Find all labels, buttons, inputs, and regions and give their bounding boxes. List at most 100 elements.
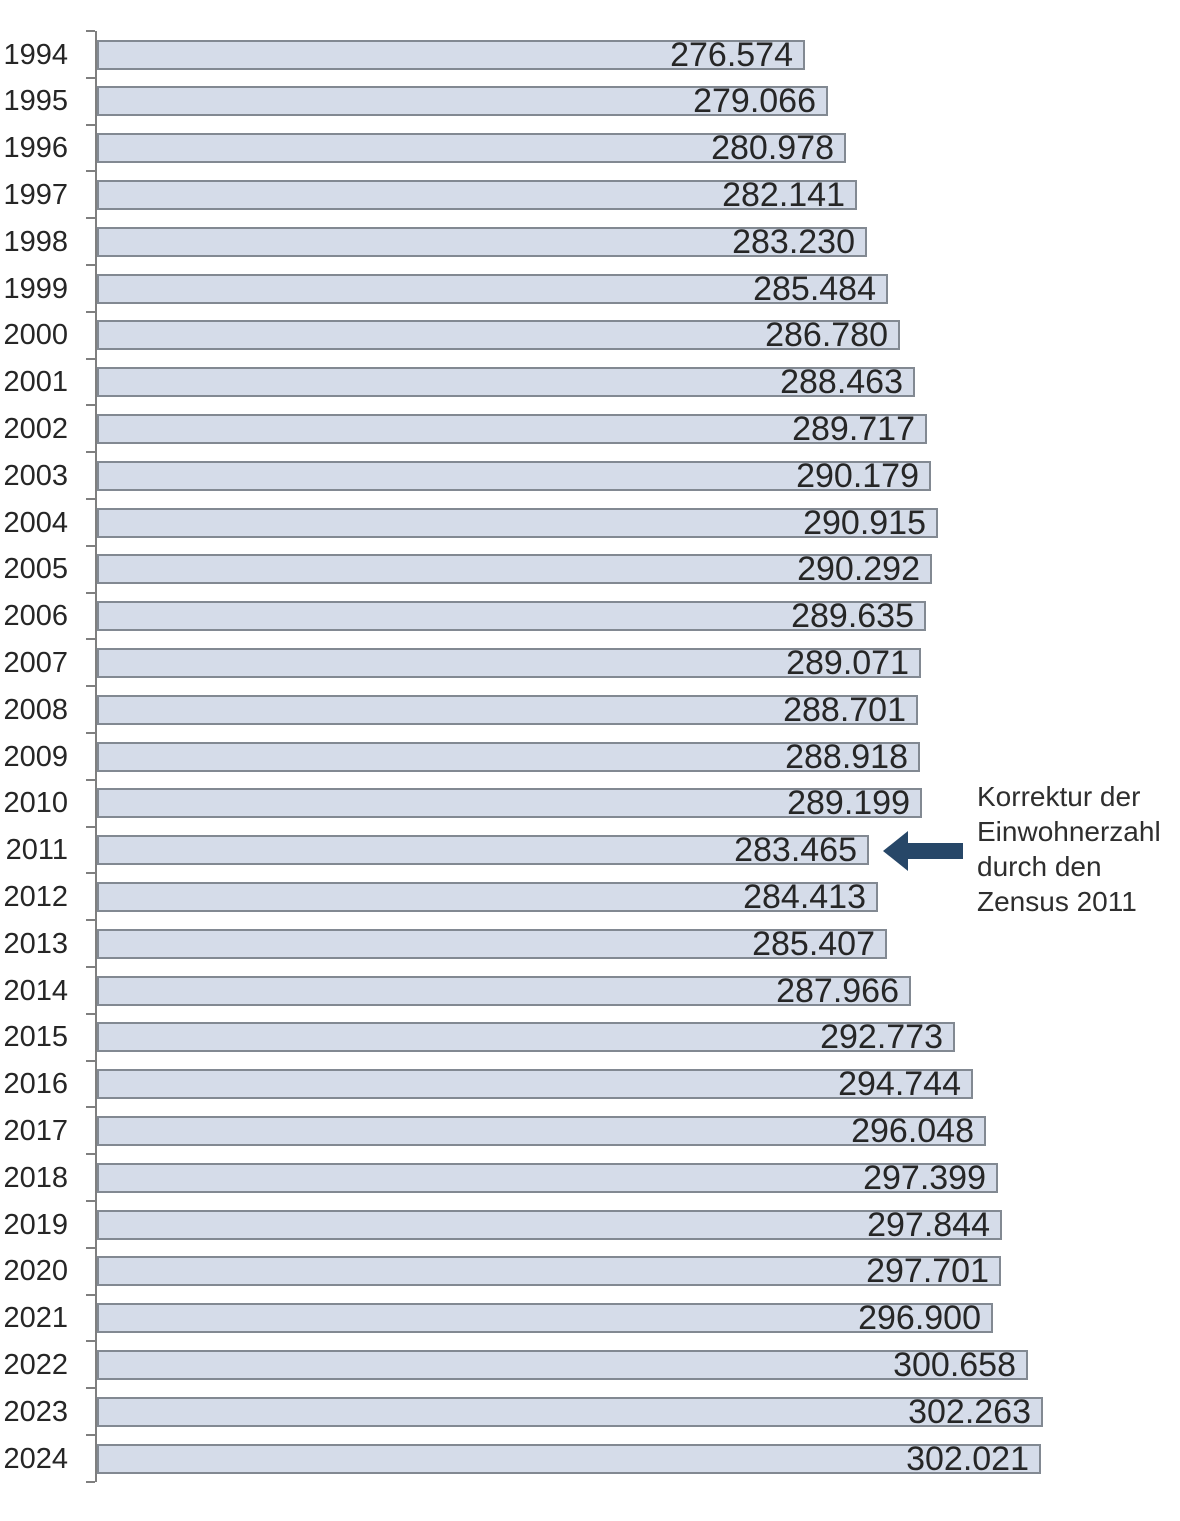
year-label: 1997 xyxy=(3,179,68,211)
bar-value-label: 302.021 xyxy=(906,1439,1029,1478)
bar-row: 2000 286.780 xyxy=(0,316,1180,354)
axis-tick xyxy=(86,966,95,968)
bar-value-label: 290.915 xyxy=(803,503,926,542)
bar-value-label: 283.230 xyxy=(732,222,855,261)
bar-row: 2009 288.918 xyxy=(0,738,1180,776)
year-label: 2007 xyxy=(3,647,68,679)
year-label: 2017 xyxy=(3,1115,68,1147)
bar: 289.717 xyxy=(97,410,927,448)
year-label: 2022 xyxy=(3,1349,68,1381)
axis-tick xyxy=(86,1247,95,1249)
bar-row: 1996 280.978 xyxy=(0,129,1180,167)
bar-row: 1994 276.574 xyxy=(0,36,1180,74)
bar-row: 2005 290.292 xyxy=(0,550,1180,588)
year-label: 2003 xyxy=(3,460,68,492)
axis-tick xyxy=(86,919,95,921)
year-label: 2000 xyxy=(3,319,68,351)
annotation-line: Korrektur der xyxy=(977,781,1141,812)
bar: 276.574 xyxy=(97,36,805,74)
axis-tick xyxy=(86,872,95,874)
axis-tick xyxy=(86,732,95,734)
bar: 302.263 xyxy=(97,1393,1043,1431)
year-label: 2023 xyxy=(3,1396,68,1428)
year-label: 1996 xyxy=(3,132,68,164)
year-label: 2014 xyxy=(3,975,68,1007)
bar-value-label: 289.071 xyxy=(786,643,909,682)
bar-row: 2001 288.463 xyxy=(0,363,1180,401)
bar: 294.744 xyxy=(97,1065,973,1103)
bar: 279.066 xyxy=(97,82,828,120)
axis-tick xyxy=(86,592,95,594)
year-label: 2016 xyxy=(3,1068,68,1100)
bar-value-label: 288.701 xyxy=(783,690,906,729)
left-arrow-icon xyxy=(883,831,963,871)
bar-value-label: 290.292 xyxy=(797,549,920,588)
bar-row: 2002 289.717 xyxy=(0,410,1180,448)
axis-tick xyxy=(86,779,95,781)
axis-tick xyxy=(86,638,95,640)
bar-row: 2014 287.966 xyxy=(0,972,1180,1010)
axis-tick xyxy=(86,1340,95,1342)
bar-value-label: 294.744 xyxy=(838,1064,961,1103)
bar-value-label: 285.484 xyxy=(753,269,876,308)
bar-value-label: 289.199 xyxy=(787,783,910,822)
bar: 289.635 xyxy=(97,597,926,635)
bar: 282.141 xyxy=(97,176,857,214)
bar-row: 1998 283.230 xyxy=(0,223,1180,261)
bar: 296.900 xyxy=(97,1299,993,1337)
year-label: 1994 xyxy=(3,39,68,71)
bar-row: 2015 292.773 xyxy=(0,1018,1180,1056)
year-label: 2009 xyxy=(3,741,68,773)
axis-tick xyxy=(86,451,95,453)
bar: 290.915 xyxy=(97,504,938,542)
year-label: 2012 xyxy=(3,881,68,913)
year-label: 2021 xyxy=(3,1302,68,1334)
bar: 290.292 xyxy=(97,550,932,588)
census-annotation: Korrektur der Einwohnerzahl durch den Zensu… xyxy=(977,779,1177,919)
bar-row: 2011 283.465 xyxy=(0,831,1180,869)
bar: 300.658 xyxy=(97,1346,1028,1384)
bar-row: 2023 302.263 xyxy=(0,1393,1180,1431)
bar: 288.701 xyxy=(97,691,918,729)
bar-value-label: 292.773 xyxy=(820,1017,943,1056)
axis-tick xyxy=(86,404,95,406)
bar-value-label: 276.574 xyxy=(670,35,793,74)
bar-value-label: 297.844 xyxy=(867,1205,990,1244)
year-label: 2005 xyxy=(3,553,68,585)
axis-tick xyxy=(86,170,95,172)
year-label: 2004 xyxy=(3,507,68,539)
axis-tick xyxy=(86,498,95,500)
bar: 287.966 xyxy=(97,972,911,1010)
bar: 297.701 xyxy=(97,1252,1001,1290)
year-label: 1995 xyxy=(3,85,68,117)
bar-row: 2016 294.744 xyxy=(0,1065,1180,1103)
year-label: 2019 xyxy=(3,1209,68,1241)
axis-tick xyxy=(86,358,95,360)
axis-tick xyxy=(86,1013,95,1015)
bar: 296.048 xyxy=(97,1112,986,1150)
bar-value-label: 289.635 xyxy=(791,596,914,635)
bar: 297.399 xyxy=(97,1159,998,1197)
bar-value-label: 297.701 xyxy=(866,1251,989,1290)
bar: 290.179 xyxy=(97,457,931,495)
axis-tick xyxy=(86,217,95,219)
bar-value-label: 280.978 xyxy=(711,128,834,167)
bar-value-label: 287.966 xyxy=(776,971,899,1010)
bar: 289.071 xyxy=(97,644,921,682)
year-label: 2018 xyxy=(3,1162,68,1194)
annotation-line: durch den xyxy=(977,851,1102,882)
bar-value-label: 286.780 xyxy=(765,315,888,354)
bar-value-label: 285.407 xyxy=(752,924,875,963)
bar-row: 2012 284.413 xyxy=(0,878,1180,916)
bar: 283.465 xyxy=(97,831,869,869)
bar-value-label: 297.399 xyxy=(863,1158,986,1197)
year-label: 2001 xyxy=(3,366,68,398)
year-label: 2015 xyxy=(3,1021,68,1053)
bar: 284.413 xyxy=(97,878,878,916)
bar: 288.463 xyxy=(97,363,915,401)
bar: 283.230 xyxy=(97,223,867,261)
axis-tick xyxy=(86,1481,95,1483)
bar-row: 2006 289.635 xyxy=(0,597,1180,635)
y-axis-line xyxy=(95,31,97,1482)
bar-row: 1997 282.141 xyxy=(0,176,1180,214)
